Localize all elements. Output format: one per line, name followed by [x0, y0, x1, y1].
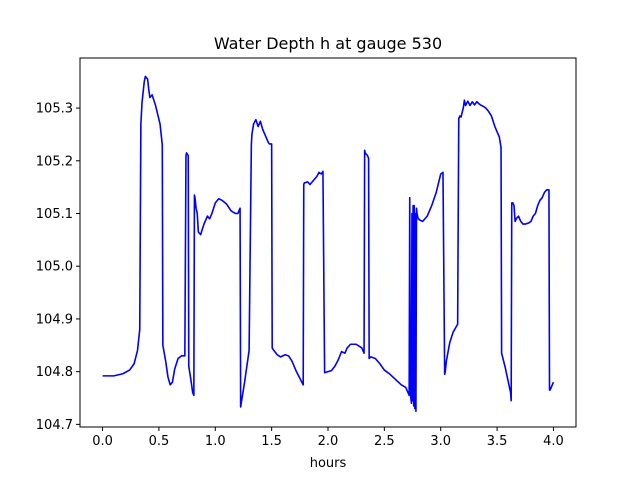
series-line-0	[102, 75, 555, 412]
y-tick-label: 104.8	[36, 365, 73, 380]
x-tick-label: 0.5	[149, 434, 170, 449]
y-tick-label: 104.9	[36, 312, 73, 327]
axes-frame	[79, 57, 577, 428]
x-tick-label: 2.5	[374, 434, 395, 449]
y-tick-label: 104.7	[36, 418, 73, 433]
x-tick-label: 0.0	[92, 434, 113, 449]
x-axis-title: hours	[310, 456, 347, 471]
plot-area	[102, 75, 555, 412]
y-tick-label: 105.1	[36, 207, 73, 222]
x-tick-label: 3.5	[487, 434, 508, 449]
x-axis: 0.0 0.5 1.0 1.5 2.0 2.5 3.0 3.5 4.0	[92, 427, 564, 449]
x-tick-label: 3.0	[430, 434, 451, 449]
y-tick-label: 105.2	[36, 154, 73, 169]
y-tick-label: 105.3	[36, 102, 73, 117]
y-tick-label: 105.0	[36, 260, 73, 275]
x-tick-label: 4.0	[543, 434, 564, 449]
chart-title: Water Depth h at gauge 530	[214, 34, 442, 53]
y-axis: 104.7 104.8 104.9 105.0 105.1 105.2 105.3	[36, 102, 80, 433]
x-tick-label: 1.0	[205, 434, 226, 449]
x-tick-label: 1.5	[261, 434, 282, 449]
x-tick-label: 2.0	[318, 434, 339, 449]
